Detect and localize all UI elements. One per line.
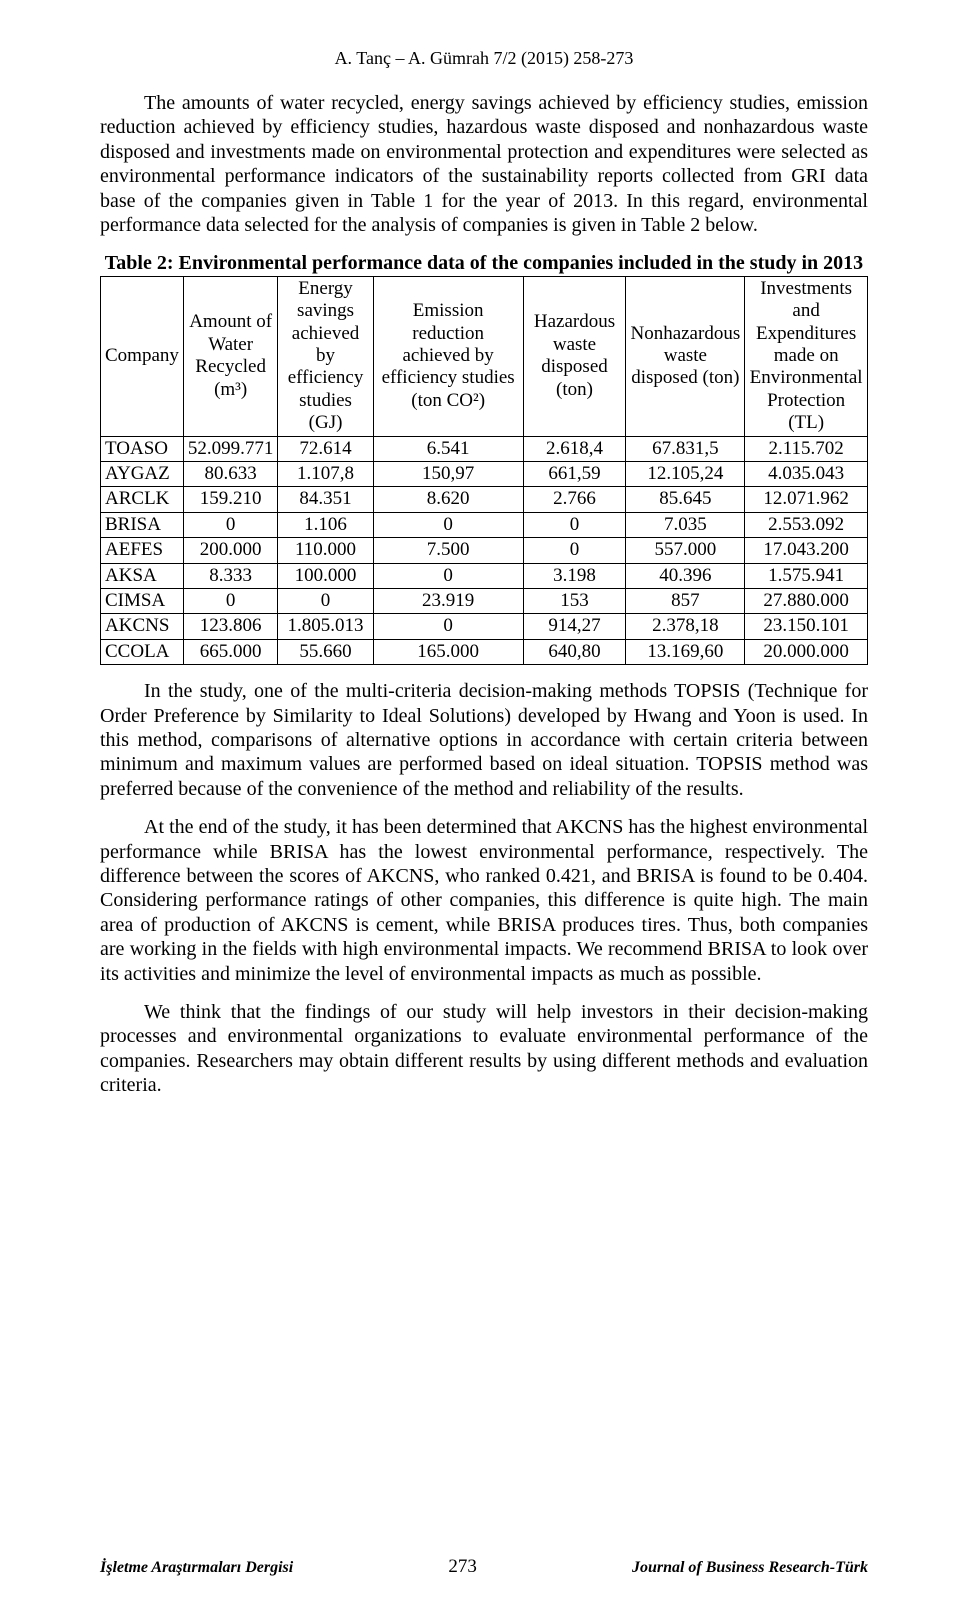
table-cell: 153 [523, 589, 626, 614]
table-row: AKSA8.333100.00003.19840.3961.575.941 [101, 563, 868, 588]
page-footer: İşletme Araştırmaları Dergisi 273 Journa… [100, 1556, 868, 1578]
table-row: CCOLA665.00055.660165.000640,8013.169,60… [101, 639, 868, 664]
table-cell: 665.000 [183, 639, 278, 664]
table-cell: 27.880.000 [745, 589, 868, 614]
table-cell: 3.198 [523, 563, 626, 588]
table-row: TOASO52.099.77172.6146.5412.618,467.831,… [101, 436, 868, 461]
table-cell: 2.553.092 [745, 512, 868, 537]
table-cell: 17.043.200 [745, 538, 868, 563]
table-cell: 0 [373, 512, 523, 537]
table-cell: 165.000 [373, 639, 523, 664]
table-cell: 20.000.000 [745, 639, 868, 664]
col-company: Company [101, 276, 184, 436]
table-cell: 150,97 [373, 461, 523, 486]
performance-table: Company Amount of Water Recycled (m³) En… [100, 276, 868, 666]
running-head: A. Tanç – A. Gümrah 7/2 (2015) 258-273 [100, 48, 868, 69]
table-cell: 1.106 [278, 512, 373, 537]
paragraph-2: In the study, one of the multi-criteria … [100, 679, 868, 801]
table-row: AKCNS123.8061.805.0130914,272.378,1823.1… [101, 614, 868, 639]
table-cell: 12.071.962 [745, 487, 868, 512]
table-cell: CIMSA [101, 589, 184, 614]
table-cell: 13.169,60 [626, 639, 745, 664]
table-cell: 2.115.702 [745, 436, 868, 461]
table-cell: 40.396 [626, 563, 745, 588]
table-cell: 23.150.101 [745, 614, 868, 639]
table-cell: AKCNS [101, 614, 184, 639]
table-cell: 100.000 [278, 563, 373, 588]
table-cell: 914,27 [523, 614, 626, 639]
table-cell: 84.351 [278, 487, 373, 512]
table-cell: 6.541 [373, 436, 523, 461]
table-cell: 200.000 [183, 538, 278, 563]
table-header-row: Company Amount of Water Recycled (m³) En… [101, 276, 868, 436]
col-energy: Energy savings achieved by efficiency st… [278, 276, 373, 436]
table-cell: 8.620 [373, 487, 523, 512]
table-cell: 123.806 [183, 614, 278, 639]
table-cell: 12.105,24 [626, 461, 745, 486]
paragraph-4: We think that the findings of our study … [100, 1000, 868, 1098]
table-cell: 640,80 [523, 639, 626, 664]
table-cell: 857 [626, 589, 745, 614]
table-cell: 159.210 [183, 487, 278, 512]
table-cell: TOASO [101, 436, 184, 461]
table-cell: 4.035.043 [745, 461, 868, 486]
table-row: BRISA01.106007.0352.553.092 [101, 512, 868, 537]
table-cell: 80.633 [183, 461, 278, 486]
footer-left: İşletme Araştırmaları Dergisi [100, 1559, 293, 1577]
table-cell: 85.645 [626, 487, 745, 512]
table-cell: 1.805.013 [278, 614, 373, 639]
table-row: ARCLK159.21084.3518.6202.76685.64512.071… [101, 487, 868, 512]
table-cell: 1.575.941 [745, 563, 868, 588]
col-nonhazardous: Nonhazardous waste disposed (ton) [626, 276, 745, 436]
page-number: 273 [448, 1556, 477, 1578]
table-row: AYGAZ80.6331.107,8150,97661,5912.105,244… [101, 461, 868, 486]
table-cell: 7.500 [373, 538, 523, 563]
table-cell: 2.378,18 [626, 614, 745, 639]
table-cell: 557.000 [626, 538, 745, 563]
table-cell: 0 [183, 589, 278, 614]
col-emission: Emission reduction achieved by efficienc… [373, 276, 523, 436]
table-cell: 0 [523, 538, 626, 563]
table-title: Table 2: Environmental performance data … [100, 251, 868, 275]
table-cell: 2.766 [523, 487, 626, 512]
table-cell: 661,59 [523, 461, 626, 486]
paragraph-1: The amounts of water recycled, energy sa… [100, 91, 868, 237]
table-cell: 0 [278, 589, 373, 614]
table-cell: 55.660 [278, 639, 373, 664]
table-cell: 0 [373, 614, 523, 639]
table-cell: AKSA [101, 563, 184, 588]
col-water: Amount of Water Recycled (m³) [183, 276, 278, 436]
table-cell: 23.919 [373, 589, 523, 614]
table-cell: 8.333 [183, 563, 278, 588]
table-row: AEFES200.000110.0007.5000557.00017.043.2… [101, 538, 868, 563]
table-cell: 0 [523, 512, 626, 537]
footer-right: Journal of Business Research-Türk [632, 1559, 868, 1577]
table-cell: AYGAZ [101, 461, 184, 486]
table-cell: CCOLA [101, 639, 184, 664]
table-cell: 0 [183, 512, 278, 537]
table-row: CIMSA0023.91915385727.880.000 [101, 589, 868, 614]
table-cell: 110.000 [278, 538, 373, 563]
table-cell: 0 [373, 563, 523, 588]
table-cell: 52.099.771 [183, 436, 278, 461]
col-investments: Investments and Expenditures made on Env… [745, 276, 868, 436]
table-cell: ARCLK [101, 487, 184, 512]
col-hazardous: Hazardous waste disposed (ton) [523, 276, 626, 436]
table-cell: 72.614 [278, 436, 373, 461]
table-cell: 2.618,4 [523, 436, 626, 461]
table-cell: AEFES [101, 538, 184, 563]
table-cell: 1.107,8 [278, 461, 373, 486]
table-cell: BRISA [101, 512, 184, 537]
table-cell: 7.035 [626, 512, 745, 537]
table-cell: 67.831,5 [626, 436, 745, 461]
paragraph-3: At the end of the study, it has been det… [100, 815, 868, 986]
